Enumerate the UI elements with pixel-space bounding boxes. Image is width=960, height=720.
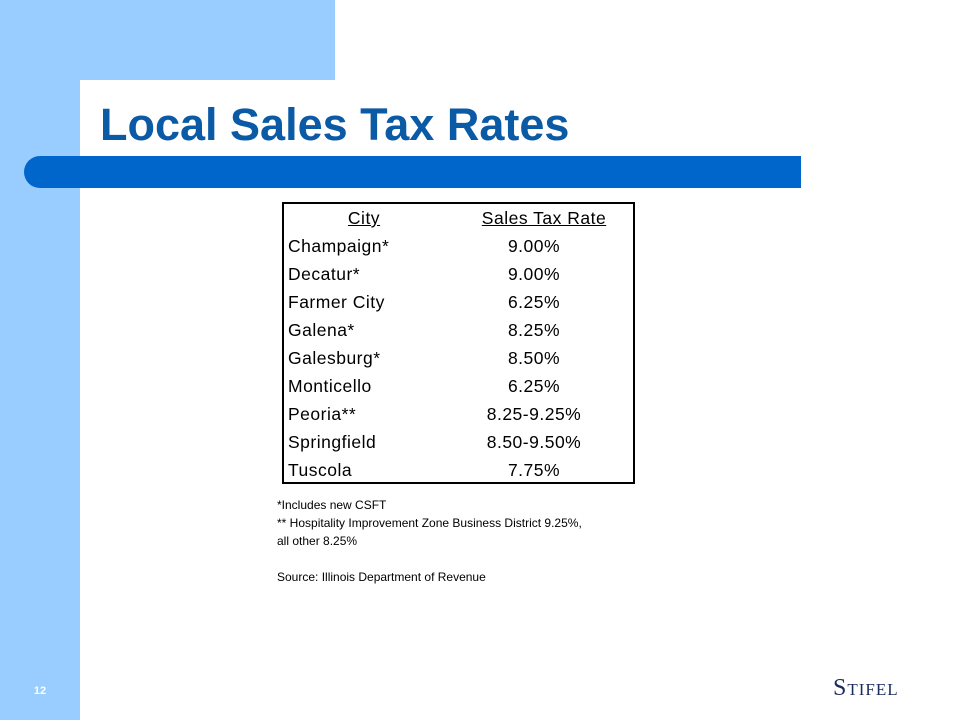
table-row: Peoria** 8.25-9.25% [284,404,633,432]
footnotes: *Includes new CSFT ** Hospitality Improv… [277,496,582,586]
table-row: Monticello 6.25% [284,376,633,404]
city-cell: Galena* [288,320,355,340]
stifel-logo: STIFEL [833,675,899,701]
title-underline-bar [24,156,801,188]
city-cell: Decatur* [288,264,361,284]
table-row: Farmer City 6.25% [284,292,633,320]
city-cell: Tuscola [288,460,353,480]
rate-cell: 8.25% [507,320,561,340]
column-header-city: City [347,208,381,228]
city-cell: Champaign* [288,236,390,256]
rate-cell: 6.25% [507,376,561,396]
city-cell: Monticello [288,376,372,396]
rate-cell: 9.00% [507,236,561,256]
table-row: Champaign* 9.00% [284,236,633,264]
slide-title: Local Sales Tax Rates [100,99,570,150]
tax-rate-table: City Sales Tax Rate Champaign* 9.00% Dec… [282,202,635,484]
slide-number: 12 [33,685,47,697]
city-cell: Peoria** [288,404,357,424]
table-row: Tuscola 7.75% [284,460,633,488]
city-cell: Farmer City [288,292,385,312]
city-cell: Galesburg* [288,348,381,368]
table-row: Decatur* 9.00% [284,264,633,292]
footnote-hospitality: ** Hospitality Improvement Zone Business… [277,516,582,530]
source-note: Source: Illinois Department of Revenue [277,570,486,584]
column-header-rate: Sales Tax Rate [481,208,607,228]
left-accent-band [0,0,80,720]
footnote-csft: *Includes new CSFT [277,498,387,512]
rate-cell: 6.25% [507,292,561,312]
footnote-hospitality-cont: all other 8.25% [277,534,358,548]
table-row: Galesburg* 8.50% [284,348,633,376]
table-header-row: City Sales Tax Rate [284,208,633,236]
rate-cell: 7.75% [507,460,561,480]
table-row: Galena* 8.25% [284,320,633,348]
rate-cell: 8.50-9.50% [486,432,582,452]
top-accent-band [80,0,335,80]
table-row: Springfield 8.50-9.50% [284,432,633,460]
city-cell: Springfield [288,432,377,452]
rate-cell: 8.25-9.25% [486,404,582,424]
rate-cell: 9.00% [507,264,561,284]
rate-cell: 8.50% [507,348,561,368]
